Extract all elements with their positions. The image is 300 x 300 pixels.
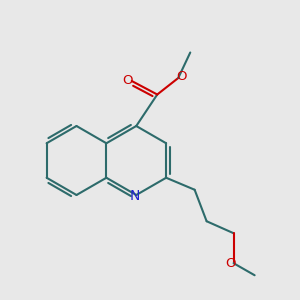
Text: O: O bbox=[122, 74, 133, 88]
Text: O: O bbox=[225, 257, 235, 270]
Text: O: O bbox=[176, 70, 187, 83]
Text: N: N bbox=[130, 190, 140, 203]
